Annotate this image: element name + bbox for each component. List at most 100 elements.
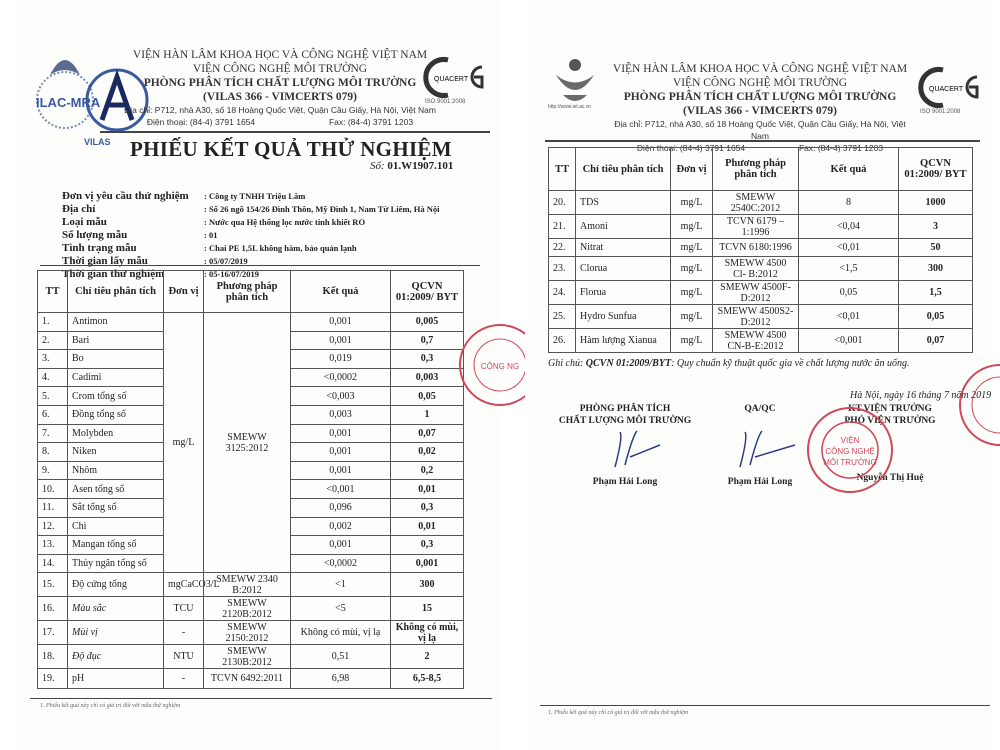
column-header: Chỉ tiêu phân tích [67,270,164,313]
edge-stamp-icon-left: CÔNG NG [459,324,525,406]
limit: 0,005 [390,312,464,332]
analyte-name: Cadimi [67,367,164,388]
row-number: 14. [37,553,68,574]
row-number: 10. [37,479,68,499]
limit: 300 [390,572,464,598]
table-row: 12. Chì 0,002 0,01 [37,516,464,537]
table-row: 7. Molybden 0,001 0,07 [37,423,464,444]
address: Địa chỉ: P712, nhà A30, số 18 Hoàng Quốc… [614,119,906,141]
row-number: 9. [37,460,68,481]
svg-text:QUACERT: QUACERT [929,86,964,93]
result: 0,002 [290,516,391,537]
analyte-name: Antimon [67,312,164,332]
signature-icon [739,430,796,468]
result: <1 [290,572,391,598]
table-row: 3. Bo 0,019 0,3 [37,349,464,369]
limit: 3 [898,214,973,239]
row-number: 25. [548,304,576,329]
result: <0,0002 [290,553,391,574]
row-number: 6. [37,404,68,425]
info-value: : 05/07/2019 [204,256,248,266]
report-title: PHIẾU KẾT QUẢ THỬ NGHIỆM [130,137,452,161]
result: <0,04 [798,214,899,239]
table-row: 18. Độ đục NTU SMEWW 2130B:2012 0,51 2 [37,644,464,670]
row-number: 7. [37,423,68,444]
table-row: 11. Sắt tổng số 0,096 0,3 [37,497,464,518]
quacert-logo-icon: QUACERT ISO 9001:2008 [423,57,484,105]
info-label: Số lượng mẫu [62,229,128,241]
table-row: 23. Clorua mg/L SMEWW 4500 Cl- B:2012 <1,5 30… [548,256,973,281]
column-header: QCVN 01:2009/ BYT [390,270,464,313]
row-number: 15. [37,572,68,598]
method: TCVN 6180:1996 [712,238,799,257]
limit: 15 [390,596,464,622]
limit: 0,7 [390,330,464,351]
info-label: Thời gian lấy mẫu [62,255,148,267]
row-number: 2. [37,330,68,351]
method: SMEWW 4500 Cl- B:2012 [712,256,799,281]
header-rule-right [545,140,980,142]
lab-name: PHÒNG PHÂN TÍCH CHẤT LƯỢNG MÔI TRƯỜNG [143,77,417,89]
right-header: VIỆN HÀN LÂM KHOA HỌC VÀ CÔNG NGHỆ VIỆT … [610,62,910,154]
method: TCVN 6492:2011 [203,668,291,690]
result: 0,001 [290,330,391,351]
limit: 0,01 [390,516,464,537]
row-number: 22. [548,238,576,257]
row-number: 5. [37,386,68,406]
limit: 0,02 [390,442,464,462]
result: <0,01 [798,238,899,257]
row-number: 23. [548,256,576,281]
academy-name: VIỆN HÀN LÂM KHOA HỌC VÀ CÔNG NGHỆ VIỆT … [612,63,908,75]
limit: 0,3 [390,535,464,555]
result: 0,001 [290,423,391,444]
unit: - [163,668,204,690]
result: 0,001 [290,535,391,555]
svg-text:ISO 9001:2008: ISO 9001:2008 [425,99,466,105]
info-row: Thời gian lấy mẫu : 05/07/2019 [62,255,440,268]
analyte-name: TDS [575,190,671,215]
svg-text:ISO 9001:2008: ISO 9001:2008 [920,109,961,115]
info-rule [40,265,480,266]
info-row: Đơn vị yêu cầu thử nghiệm: Công ty TNHH … [62,190,440,203]
column-header: Đơn vị [670,147,713,191]
info-value: : Nước qua Hệ thống lọc nước tinh khiết … [204,217,366,227]
note: Ghi chú: QCVN 01:2009/BYT: Quy chuẩn kỹ … [548,358,910,369]
result: <0,01 [798,304,899,329]
institute-stamp-icon: VIỆN CÔNG NGHỆ MÔI TRƯỜNG [807,407,893,493]
column-header: Kết quả [798,147,899,191]
analyte-name: Màu sắc [67,596,164,622]
signer-name: Phạm Hải Long [727,477,793,487]
limit: 0,07 [390,423,464,444]
unit: mgCaCO3/L [163,572,220,598]
svg-text:CÔNG NGHỆ: CÔNG NGHỆ [825,447,874,456]
method: SMEWW 2130B:2012 [203,644,291,670]
result: 0,001 [290,312,391,332]
method: SMEWW 2540C:2012 [712,190,799,215]
analyte-name: Bo [67,349,164,369]
svg-text:CÔNG NG: CÔNG NG [481,362,519,371]
limit: 0,05 [898,304,973,329]
svg-text:VILAS: VILAS [84,137,111,147]
signature-icon [614,430,661,468]
table-row: 16. Màu sắc TCU SMEWW 2120B:2012 <5 15 [37,596,464,622]
info-value: : Số 26 ngõ 154/26 Đình Thôn, Mỹ Đình 1,… [204,204,440,214]
column-header: TT [37,270,68,313]
footer-rule-left [30,698,492,699]
row-number: 3. [37,349,68,369]
method: SMEWW 2150:2012 [203,620,291,646]
column-header: Phương pháp phân tích [203,270,291,313]
analyte-name: Crom tổng số [67,386,164,406]
result: 0,096 [290,497,391,518]
method: SMEWW 4500S2- D:2012 [712,304,799,329]
row-number: 21. [548,214,576,239]
row-number: 13. [37,535,68,555]
table-row: 21. Amoni mg/L TCVN 6179 – 1:1996 <0,04 3 [548,214,973,239]
analyte-name: Florua [575,280,671,305]
unit: mg/L [670,214,713,239]
column-header: QCVN 01:2009/ BYT [898,147,973,191]
result: <0,001 [290,479,391,499]
table-row: 26. Hàm lượng Xianua mg/L SMEWW 4500 CN-B-E… [548,328,973,353]
unit: NTU [163,644,204,670]
method: TCVN 6179 – 1:1996 [712,214,799,239]
institute-name: VIỆN CÔNG NGHỆ MÔI TRƯỜNG [672,77,848,89]
